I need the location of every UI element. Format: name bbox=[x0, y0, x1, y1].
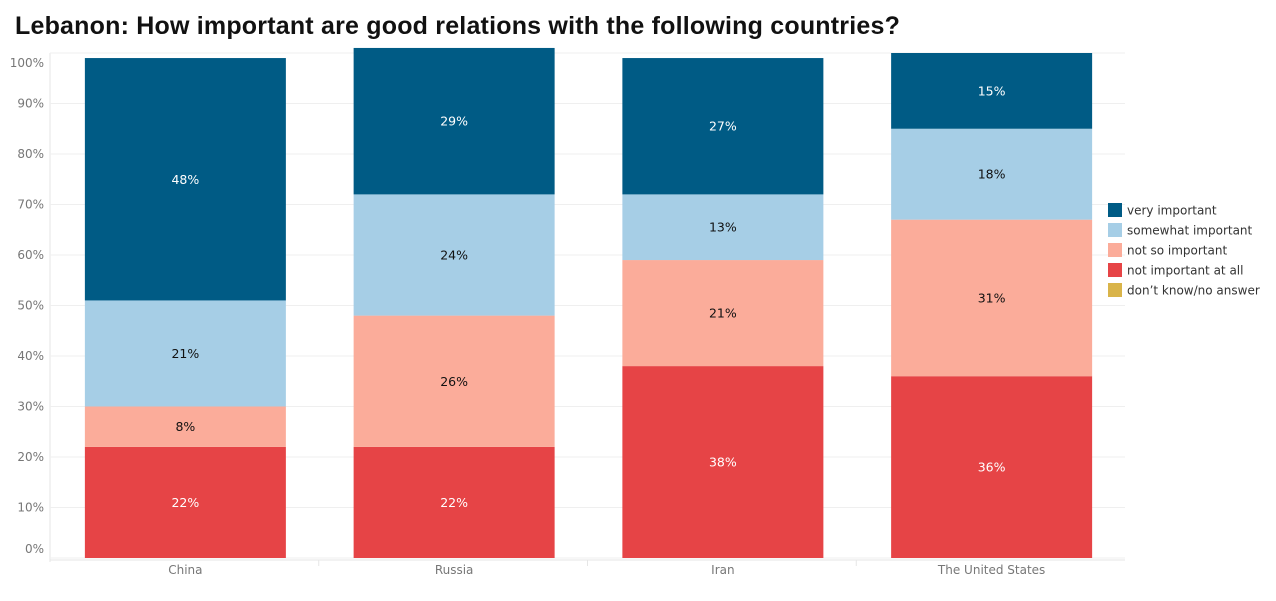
legend-label: not important at all bbox=[1127, 264, 1243, 278]
legend-label: don’t know/no answer bbox=[1127, 284, 1260, 298]
legend-label: not so important bbox=[1127, 244, 1227, 258]
legend-swatch bbox=[1108, 263, 1122, 277]
y-tick-label: 40% bbox=[17, 349, 44, 363]
y-tick-label: 90% bbox=[17, 97, 44, 111]
data-label: 22% bbox=[171, 495, 199, 510]
y-tick-label: 0% bbox=[25, 542, 44, 556]
bar-segment bbox=[891, 219, 1093, 377]
data-label: 29% bbox=[440, 114, 468, 129]
bar-segment bbox=[84, 446, 286, 558]
bar-segment bbox=[622, 194, 824, 261]
y-tick-label: 100% bbox=[10, 56, 44, 70]
legend-swatch bbox=[1108, 243, 1122, 257]
data-label: 36% bbox=[978, 460, 1006, 475]
bar-segment bbox=[891, 376, 1093, 558]
bar-segment bbox=[84, 406, 286, 447]
bar-segment bbox=[84, 58, 286, 301]
bar-segment bbox=[891, 53, 1093, 129]
y-tick-label: 30% bbox=[17, 400, 44, 414]
data-label: 24% bbox=[440, 248, 468, 263]
legend-label: somewhat important bbox=[1127, 224, 1253, 238]
bar-segment bbox=[622, 366, 824, 558]
data-label: 22% bbox=[440, 495, 468, 510]
data-label: 18% bbox=[978, 167, 1006, 182]
bar-segment bbox=[353, 315, 555, 447]
data-label: 26% bbox=[440, 374, 468, 389]
data-label: 31% bbox=[978, 290, 1006, 305]
x-tick-label: The United States bbox=[937, 563, 1045, 577]
x-tick-label: China bbox=[168, 563, 202, 577]
x-tick-label: Iran bbox=[711, 563, 734, 577]
bar-segment bbox=[622, 260, 824, 367]
bar-segment bbox=[622, 58, 824, 195]
data-label: 27% bbox=[709, 119, 737, 134]
legend-swatch bbox=[1108, 223, 1122, 237]
y-tick-label: 50% bbox=[17, 299, 44, 313]
data-label: 21% bbox=[171, 346, 199, 361]
data-label: 13% bbox=[709, 220, 737, 235]
bar-segment bbox=[84, 300, 286, 407]
y-tick-label: 70% bbox=[17, 198, 44, 212]
bar-segment bbox=[353, 47, 555, 195]
bar-segment bbox=[891, 128, 1093, 220]
bar-segment bbox=[353, 446, 555, 558]
data-label: 48% bbox=[171, 172, 199, 187]
y-tick-label: 60% bbox=[17, 248, 44, 262]
data-label: 8% bbox=[175, 419, 195, 434]
legend-label: very important bbox=[1127, 204, 1217, 218]
data-label: 21% bbox=[709, 306, 737, 321]
data-label: 15% bbox=[978, 83, 1006, 98]
legend-swatch bbox=[1108, 203, 1122, 217]
chart-title: Lebanon: How important are good relation… bbox=[15, 12, 901, 40]
data-label: 38% bbox=[709, 455, 737, 470]
x-tick-label: Russia bbox=[435, 563, 474, 577]
y-tick-label: 20% bbox=[17, 450, 44, 464]
legend-swatch bbox=[1108, 283, 1122, 297]
y-tick-label: 10% bbox=[17, 501, 44, 515]
bar-segment bbox=[353, 194, 555, 316]
y-tick-label: 80% bbox=[17, 147, 44, 161]
